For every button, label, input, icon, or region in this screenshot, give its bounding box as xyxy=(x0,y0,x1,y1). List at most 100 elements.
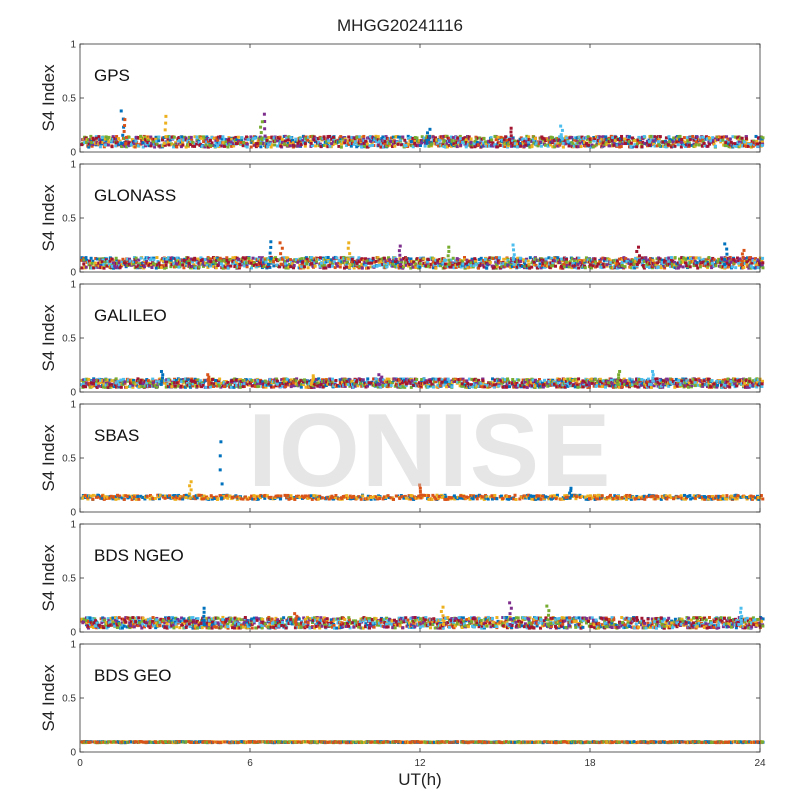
data-point xyxy=(125,137,129,141)
data-point xyxy=(166,382,170,386)
data-point xyxy=(755,265,759,269)
data-point xyxy=(559,139,563,143)
data-point xyxy=(202,263,206,267)
data-point xyxy=(180,380,184,384)
data-point xyxy=(750,142,754,146)
data-point xyxy=(270,136,274,140)
data-point xyxy=(158,144,162,148)
data-point xyxy=(511,137,515,141)
data-point xyxy=(465,379,469,383)
data-point xyxy=(287,265,291,269)
data-point xyxy=(671,259,675,263)
data-point xyxy=(90,261,94,265)
data-point xyxy=(365,380,369,384)
data-point xyxy=(235,383,239,387)
data-point xyxy=(134,139,138,143)
data-point xyxy=(701,258,705,262)
data-point xyxy=(254,378,258,382)
data-point xyxy=(275,382,279,386)
data-point xyxy=(698,265,702,269)
data-point xyxy=(199,143,203,147)
data-point xyxy=(229,264,233,268)
data-point xyxy=(725,261,729,265)
data-point xyxy=(737,140,741,144)
data-point xyxy=(490,264,494,268)
data-point xyxy=(298,257,302,261)
data-point xyxy=(420,141,424,145)
data-point xyxy=(446,145,450,149)
data-point xyxy=(222,141,226,145)
data-point xyxy=(209,381,213,385)
data-point xyxy=(593,137,597,141)
data-point xyxy=(261,385,265,389)
peak-point xyxy=(398,253,402,257)
data-point xyxy=(374,383,378,387)
data-point xyxy=(428,379,432,383)
data-point xyxy=(450,385,454,389)
data-point xyxy=(95,263,99,267)
data-point xyxy=(482,141,486,145)
data-point xyxy=(451,256,455,260)
data-point xyxy=(107,140,111,144)
data-point xyxy=(174,265,178,269)
data-point xyxy=(481,263,485,267)
peak-point xyxy=(740,262,744,266)
data-point xyxy=(87,140,91,144)
data-point xyxy=(519,264,523,268)
data-point xyxy=(371,258,375,262)
data-point xyxy=(138,265,142,269)
peak-point xyxy=(124,141,128,145)
data-point xyxy=(719,135,723,139)
data-point xyxy=(517,378,521,382)
data-point xyxy=(80,256,84,260)
data-point xyxy=(205,261,209,265)
data-point xyxy=(339,256,343,260)
data-point xyxy=(431,266,435,270)
data-point xyxy=(427,144,431,148)
data-point xyxy=(357,266,361,270)
data-point xyxy=(335,256,339,260)
data-point xyxy=(313,140,317,144)
data-point xyxy=(132,262,136,266)
data-point xyxy=(673,256,677,260)
data-point xyxy=(704,135,708,139)
data-point xyxy=(496,135,500,139)
data-point xyxy=(510,265,514,269)
data-point xyxy=(444,262,448,266)
data-point xyxy=(292,141,296,145)
data-point xyxy=(556,259,560,263)
data-point xyxy=(629,145,633,149)
data-point xyxy=(91,259,95,263)
data-point xyxy=(84,385,88,389)
data-point xyxy=(750,261,754,265)
data-point xyxy=(170,381,174,385)
peak-point xyxy=(446,254,450,258)
data-point xyxy=(619,137,623,141)
data-point xyxy=(437,377,441,381)
data-point xyxy=(457,258,461,262)
data-point xyxy=(150,264,154,268)
data-point xyxy=(189,135,193,139)
data-point xyxy=(526,259,530,263)
data-point xyxy=(300,382,304,386)
data-point xyxy=(175,381,179,385)
data-point xyxy=(708,136,712,140)
data-point xyxy=(500,381,504,385)
data-point xyxy=(627,140,631,144)
data-point xyxy=(255,258,259,262)
data-point xyxy=(317,381,321,385)
data-point xyxy=(461,137,465,141)
data-point xyxy=(175,145,179,149)
data-point xyxy=(198,379,202,383)
data-point xyxy=(473,145,477,149)
data-point xyxy=(717,258,721,262)
data-point xyxy=(610,139,614,143)
data-point xyxy=(487,139,491,143)
data-point xyxy=(262,258,266,262)
peak-point xyxy=(637,254,641,258)
data-point xyxy=(657,256,661,260)
data-point xyxy=(89,134,93,138)
data-point xyxy=(463,136,467,140)
data-point xyxy=(120,260,124,264)
data-point xyxy=(490,138,494,142)
